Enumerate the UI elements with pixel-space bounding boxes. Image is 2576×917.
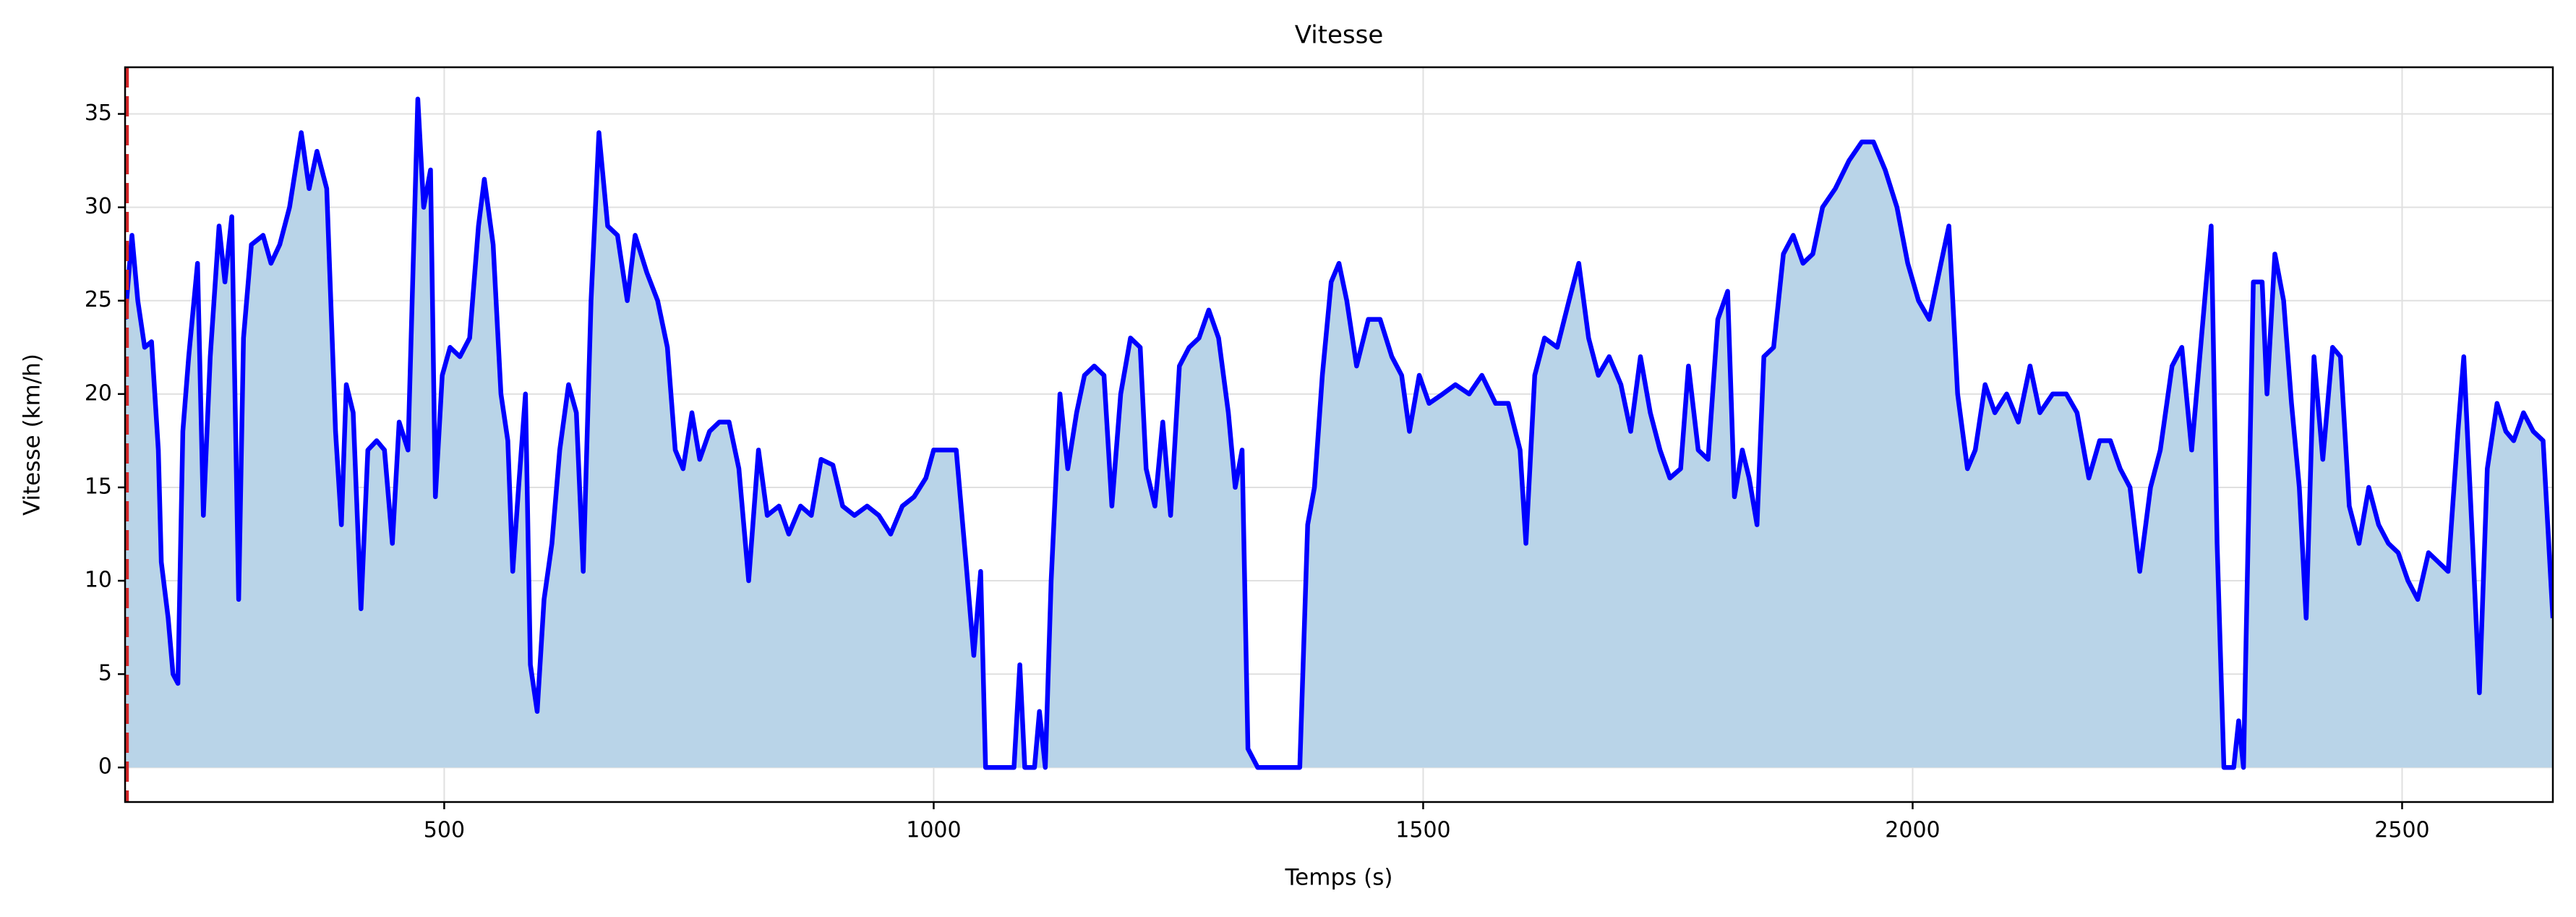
y-tick-label: 20 [85,380,112,406]
plot-frame [124,66,2554,803]
y-axis-label: Vitesse (km/h) [20,354,46,516]
y-tick-label: 25 [85,287,112,312]
line [125,96,2553,770]
x-axis-label: Temps (s) [1285,865,1393,891]
x-tick-label: 500 [424,818,465,843]
x-tick-label: 1500 [1395,818,1450,843]
y-tick-label: 35 [85,101,112,126]
y-tick-label: 0 [98,754,112,780]
x-tick-label: 2000 [1885,818,1940,843]
x-tick-label: 2500 [2374,818,2429,843]
y-tick-label: 30 [85,194,112,219]
y-tick-label: 5 [98,661,112,686]
y-tick-label: 10 [85,568,112,593]
y-tick-label: 15 [85,474,112,499]
x-tick-label: 1000 [906,818,961,843]
area [125,98,2553,768]
chart-title: Vitesse [1295,21,1384,50]
